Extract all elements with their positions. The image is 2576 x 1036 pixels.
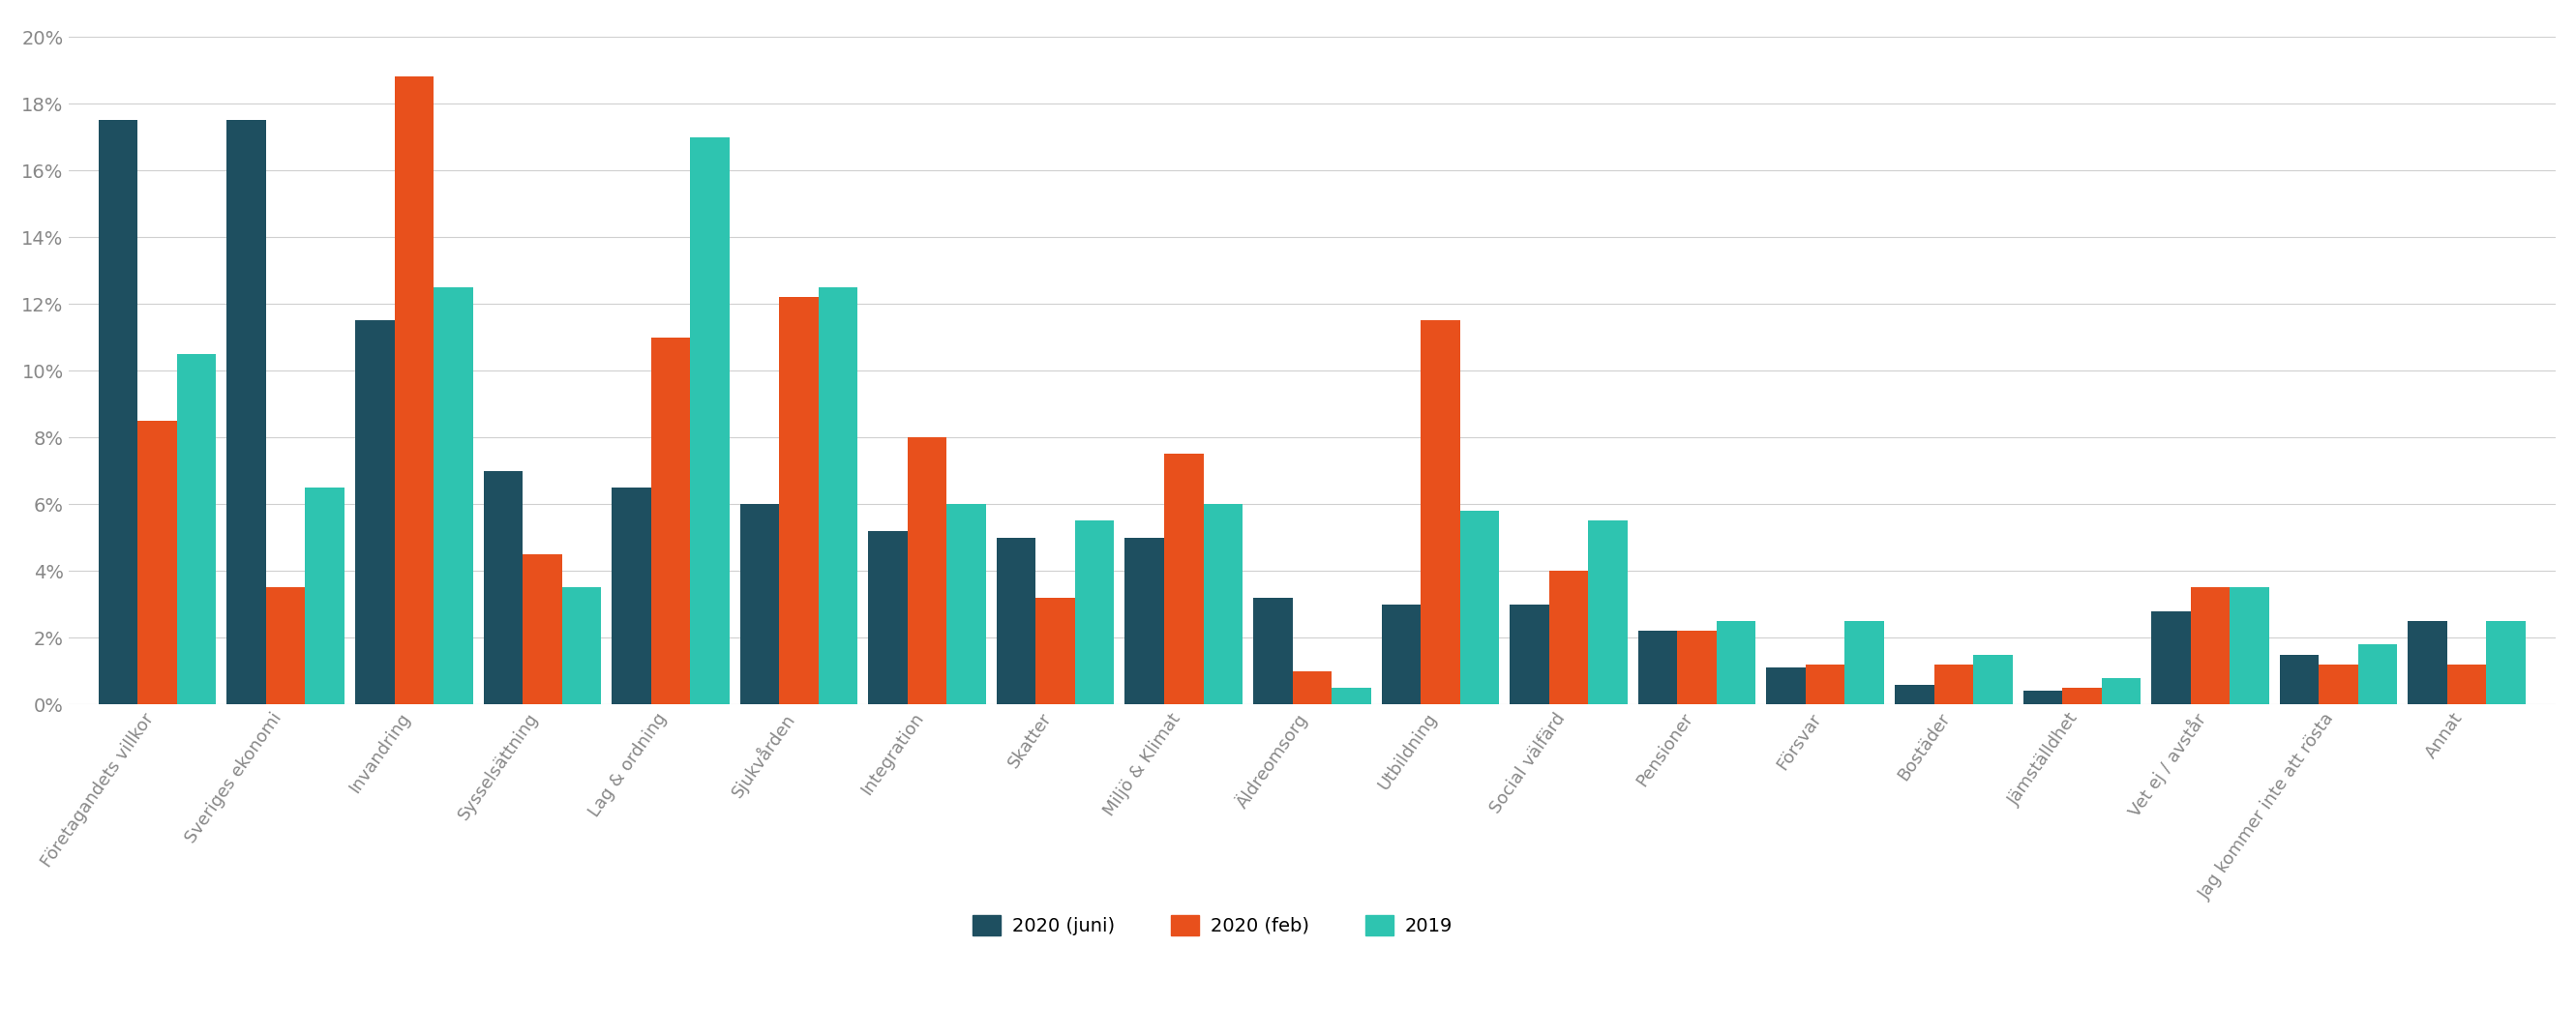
Legend: 2020 (juni), 2020 (feb), 2019: 2020 (juni), 2020 (feb), 2019 — [963, 905, 1463, 945]
Bar — [394, 77, 433, 704]
Bar — [1126, 538, 1164, 704]
Bar — [1589, 521, 1628, 704]
Bar — [1935, 664, 1973, 704]
Bar — [1461, 511, 1499, 704]
Bar — [1074, 521, 1115, 704]
Bar — [739, 505, 781, 704]
Bar — [355, 320, 394, 704]
Bar — [652, 338, 690, 704]
Bar — [2357, 644, 2398, 704]
Bar — [1381, 604, 1422, 704]
Bar — [178, 354, 216, 704]
Bar — [1896, 685, 1935, 704]
Bar — [227, 120, 265, 704]
Bar — [2231, 587, 2269, 704]
Bar — [1255, 598, 1293, 704]
Bar — [690, 137, 729, 704]
Bar — [1973, 655, 2012, 704]
Bar — [1548, 571, 1589, 704]
Bar — [611, 488, 652, 704]
Bar — [137, 421, 178, 704]
Bar — [2447, 664, 2486, 704]
Bar — [2102, 678, 2141, 704]
Bar — [1510, 604, 1548, 704]
Bar — [304, 488, 345, 704]
Bar — [781, 297, 819, 704]
Bar — [1806, 664, 1844, 704]
Bar — [2022, 691, 2063, 704]
Bar — [2190, 587, 2231, 704]
Bar — [265, 587, 304, 704]
Bar — [1638, 631, 1677, 704]
Bar — [484, 470, 523, 704]
Bar — [2151, 611, 2190, 704]
Bar — [868, 530, 907, 704]
Bar — [2409, 621, 2447, 704]
Bar — [98, 120, 137, 704]
Bar — [2280, 655, 2318, 704]
Bar — [1716, 621, 1757, 704]
Bar — [1767, 668, 1806, 704]
Bar — [1203, 505, 1242, 704]
Bar — [562, 587, 600, 704]
Bar — [819, 287, 858, 704]
Bar — [997, 538, 1036, 704]
Bar — [1164, 454, 1203, 704]
Bar — [1677, 631, 1716, 704]
Bar — [433, 287, 474, 704]
Bar — [523, 554, 562, 704]
Bar — [1332, 688, 1370, 704]
Bar — [1422, 320, 1461, 704]
Bar — [1293, 671, 1332, 704]
Bar — [907, 437, 948, 704]
Bar — [2318, 664, 2357, 704]
Bar — [1036, 598, 1074, 704]
Bar — [1844, 621, 1883, 704]
Bar — [948, 505, 987, 704]
Bar — [2063, 688, 2102, 704]
Bar — [2486, 621, 2524, 704]
